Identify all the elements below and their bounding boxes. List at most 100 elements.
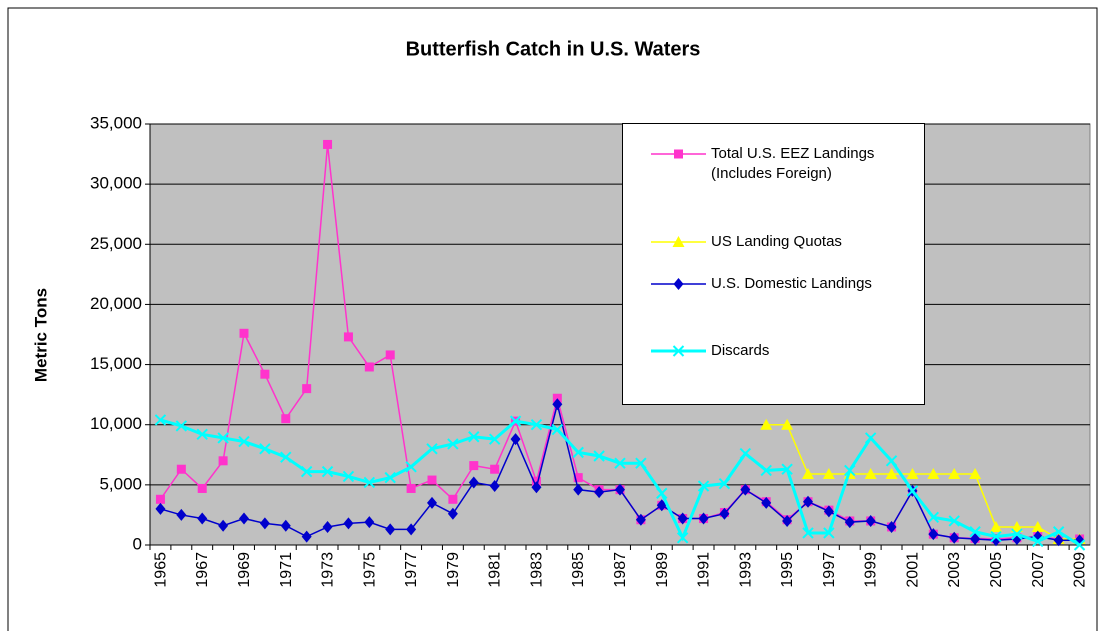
x-tick-label: 1979 (445, 552, 462, 588)
legend-marker (673, 278, 684, 290)
data-point (489, 480, 500, 493)
data-point (573, 473, 583, 483)
data-point (280, 519, 291, 532)
data-point (196, 428, 208, 441)
data-point (551, 423, 564, 436)
data-point (823, 505, 834, 518)
x-tick-label: 1975 (361, 552, 378, 588)
data-point (343, 517, 354, 530)
data-point (719, 507, 730, 520)
data-point (949, 531, 960, 544)
data-point (259, 443, 271, 455)
data-point (761, 496, 772, 509)
x-tick-label: 1983 (528, 552, 545, 588)
data-point (531, 481, 542, 494)
data-point (490, 464, 500, 474)
data-point (803, 495, 813, 508)
data-point (260, 369, 270, 379)
data-point (822, 468, 835, 480)
data-point (760, 418, 773, 430)
data-point (427, 496, 437, 509)
data-point (552, 393, 562, 403)
data-point (906, 468, 919, 480)
y-tick-label: 25,000 (90, 234, 142, 253)
data-point (844, 464, 856, 477)
data-point (969, 468, 982, 480)
data-point (677, 512, 688, 525)
data-point (217, 432, 229, 444)
data-point (698, 512, 709, 525)
data-point (197, 512, 208, 525)
data-point (322, 520, 333, 533)
data-point (990, 520, 1002, 532)
data-point (740, 483, 751, 496)
data-point (300, 465, 313, 478)
data-point (385, 350, 395, 360)
x-tick-label: 1995 (779, 552, 796, 588)
data-point (301, 530, 312, 543)
data-point (1032, 535, 1044, 548)
data-point (760, 464, 772, 477)
x-tick-label: 1981 (487, 552, 504, 588)
data-point (781, 418, 794, 430)
data-point (802, 527, 814, 539)
data-point (635, 513, 646, 526)
data-point (1073, 539, 1086, 551)
y-tick-label: 5,000 (99, 474, 142, 493)
data-point (175, 420, 188, 432)
data-point (656, 499, 667, 512)
data-point (782, 514, 793, 527)
data-point (468, 476, 479, 489)
data-point (447, 507, 458, 520)
x-tick-label: 1999 (863, 552, 880, 588)
data-point (531, 476, 541, 486)
x-tick-label: 1987 (612, 552, 629, 588)
data-point (572, 446, 584, 459)
data-point (321, 465, 334, 478)
data-point (218, 456, 228, 466)
data-point (281, 414, 291, 424)
data-point (614, 457, 626, 469)
x-tick-label: 1985 (570, 552, 587, 588)
y-tick-label: 10,000 (90, 414, 142, 433)
y-tick-label: 0 (133, 534, 142, 553)
data-point (969, 526, 981, 538)
data-point (239, 512, 249, 525)
data-point (385, 523, 396, 536)
data-point (864, 432, 877, 444)
data-point (1053, 534, 1064, 547)
data-point (510, 433, 521, 446)
data-point (154, 414, 167, 426)
legend-marker (672, 345, 685, 357)
data-point (948, 515, 960, 527)
data-point (176, 508, 187, 521)
data-point (384, 471, 396, 484)
legend-symbols (651, 149, 706, 357)
data-point (718, 477, 731, 490)
x-tick-label: 1965 (152, 552, 169, 588)
x-tick-label: 1971 (278, 552, 295, 588)
data-point (447, 438, 459, 450)
x-tick-label: 2005 (988, 552, 1005, 588)
data-point (885, 455, 898, 467)
data-point (155, 502, 166, 515)
data-point (280, 451, 292, 463)
data-point (342, 470, 355, 483)
x-tick-label: 1989 (654, 552, 671, 588)
data-point (676, 532, 689, 544)
x-tick-label: 1997 (821, 552, 838, 588)
data-point (1052, 526, 1065, 538)
data-point (1011, 528, 1023, 540)
x-tick-label: 2003 (946, 552, 963, 588)
x-tick-label: 1991 (696, 552, 713, 588)
data-point (323, 139, 333, 149)
x-tick-label: 2001 (904, 552, 921, 588)
data-point (864, 468, 877, 480)
data-point (906, 485, 919, 497)
legend-marker (672, 236, 685, 247)
data-point (615, 483, 625, 496)
data-point (593, 450, 605, 462)
y-tick-label: 20,000 (90, 294, 142, 313)
